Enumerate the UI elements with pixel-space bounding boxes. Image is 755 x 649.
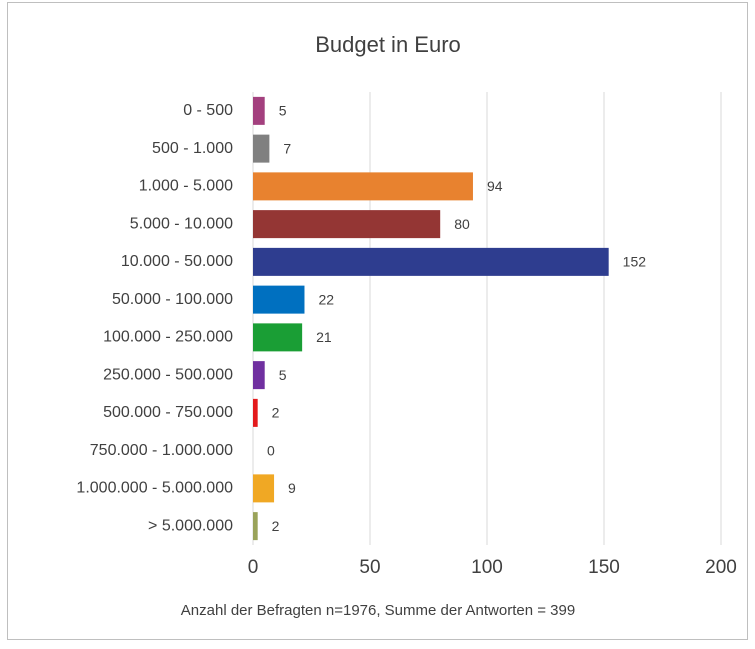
bar [253,247,609,276]
value-label: 2 [272,518,280,534]
y-tick-label: 500 - 1.000 [152,140,233,157]
y-tick-label: 50.000 - 100.000 [112,291,233,308]
chart-border [7,2,748,640]
value-label: 0 [267,442,275,458]
value-label: 80 [454,216,470,232]
value-label: 5 [279,367,287,383]
bar [253,210,441,239]
x-tick-label: 200 [705,557,737,578]
value-label: 9 [288,480,296,496]
value-label: 7 [283,140,291,156]
y-tick-label: 5.000 - 10.000 [130,215,233,232]
bar [253,361,265,390]
y-tick-label: 750.000 - 1.000.000 [90,442,233,459]
value-label: 22 [318,291,334,307]
bar [253,285,305,314]
bar [253,398,258,427]
y-tick-label: 1.000.000 - 5.000.000 [76,480,233,497]
value-label: 21 [316,329,332,345]
x-tick-label: 100 [471,557,503,578]
value-label: 2 [272,405,280,421]
bar [253,512,258,541]
x-axis-label: Anzahl der Befragten n=1976, Summe der A… [181,602,575,619]
y-tick-label: > 5.000.000 [148,517,233,534]
y-tick-label: 100.000 - 250.000 [103,329,233,346]
x-tick-label: 150 [588,557,620,578]
y-tick-label: 250.000 - 500.000 [103,366,233,383]
chart-title: Budget in Euro [315,32,461,57]
x-tick-label: 50 [359,557,380,578]
x-tick-label: 0 [248,557,259,578]
y-tick-label: 1.000 - 5.000 [139,178,233,195]
bar [253,96,265,125]
bar [253,134,270,163]
y-tick-label: 500.000 - 750.000 [103,404,233,421]
bar [253,323,303,352]
value-label: 94 [487,178,503,194]
bar [253,474,275,503]
y-tick-label: 0 - 500 [183,102,233,119]
bar [253,172,473,201]
value-label: 152 [623,254,647,270]
y-tick-label: 10.000 - 50.000 [121,253,233,270]
value-label: 5 [279,103,287,119]
